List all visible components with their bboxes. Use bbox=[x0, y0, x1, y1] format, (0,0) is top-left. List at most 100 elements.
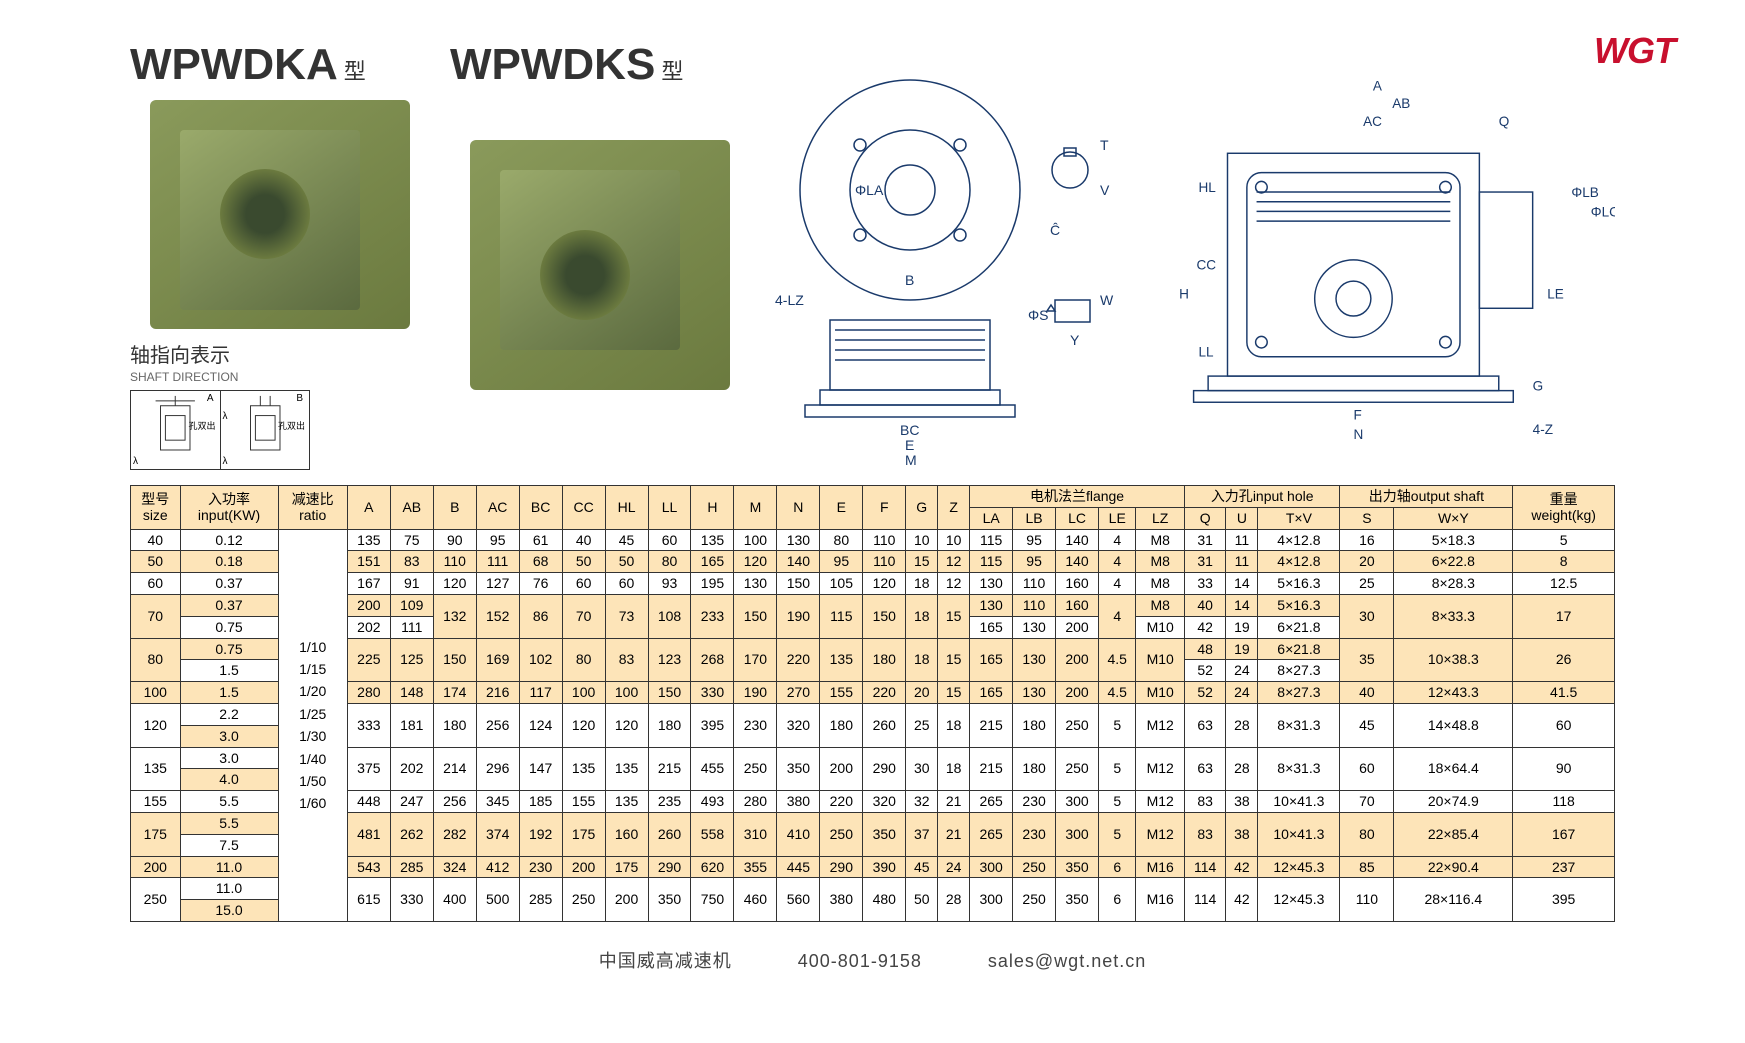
table-cell: 395 bbox=[1513, 878, 1615, 922]
table-cell: M8 bbox=[1136, 529, 1184, 551]
dim-y: Y bbox=[1070, 332, 1080, 348]
table-cell: 95 bbox=[476, 529, 519, 551]
table-cell: 151 bbox=[347, 551, 390, 573]
dim-hl: HL bbox=[1198, 180, 1216, 195]
table-cell: 180 bbox=[1013, 703, 1056, 747]
table-cell: 60 bbox=[1513, 703, 1615, 747]
model-s: WPWDKS bbox=[450, 40, 655, 89]
table-cell: 250 bbox=[1013, 856, 1056, 878]
colgroup-flange: 电机法兰flange bbox=[970, 486, 1185, 508]
table-cell: 93 bbox=[648, 573, 691, 595]
table-cell: 85 bbox=[1340, 856, 1394, 878]
table-cell: M12 bbox=[1136, 747, 1184, 791]
table-cell: 10×41.3 bbox=[1258, 812, 1340, 856]
table-cell: 5.5 bbox=[180, 812, 278, 834]
table-cell: 52 bbox=[1184, 660, 1226, 682]
table-cell: 250 bbox=[1013, 878, 1056, 922]
shaft-cell-a: A 孔双出 λ bbox=[131, 391, 221, 469]
table-cell: 200 bbox=[820, 747, 863, 791]
table-cell: 225 bbox=[347, 638, 390, 682]
table-cell: 558 bbox=[691, 812, 734, 856]
type-suffix-s: 型 bbox=[661, 59, 683, 84]
table-cell: 15 bbox=[906, 551, 938, 573]
col-AB: AB bbox=[390, 486, 433, 530]
table-cell: 111 bbox=[476, 551, 519, 573]
col-WY: W×Y bbox=[1394, 507, 1513, 529]
table-cell: 135 bbox=[820, 638, 863, 682]
table-cell: 8×31.3 bbox=[1258, 703, 1340, 747]
table-cell: 140 bbox=[1056, 529, 1099, 551]
col-U: U bbox=[1226, 507, 1258, 529]
table-cell: 63 bbox=[1184, 703, 1226, 747]
table-cell: 412 bbox=[476, 856, 519, 878]
col-Q: Q bbox=[1184, 507, 1226, 529]
table-cell: 200 bbox=[562, 856, 605, 878]
table-cell: 38 bbox=[1226, 812, 1258, 856]
dim-phi-lc: ΦLC bbox=[1591, 204, 1615, 219]
dim-b: B bbox=[905, 272, 914, 288]
table-cell: 110 bbox=[1340, 878, 1394, 922]
table-cell: 18 bbox=[906, 638, 938, 682]
table-cell: 14 bbox=[1226, 573, 1258, 595]
table-cell: 80 bbox=[562, 638, 605, 682]
table-cell: 15.0 bbox=[180, 900, 278, 922]
table-cell: 0.37 bbox=[180, 594, 278, 616]
table-cell: 8×28.3 bbox=[1394, 573, 1513, 595]
table-cell: 5 bbox=[1099, 812, 1136, 856]
table-cell: 11 bbox=[1226, 529, 1258, 551]
table-cell: 250 bbox=[131, 878, 181, 922]
front-schematic-svg: ΦLA T V Ĉ B 4-LZ ΦS W Y BC E M bbox=[750, 40, 1130, 470]
table-cell: 0.18 bbox=[180, 551, 278, 573]
table-row: 400.121/101/151/201/251/301/401/501/6013… bbox=[131, 529, 1615, 551]
table-cell: 380 bbox=[820, 878, 863, 922]
table-cell: 38 bbox=[1226, 791, 1258, 813]
table-cell: 2.2 bbox=[180, 703, 278, 725]
table-cell: 135 bbox=[605, 747, 648, 791]
table-cell: 175 bbox=[562, 812, 605, 856]
table-cell: M16 bbox=[1136, 878, 1184, 922]
col-M: M bbox=[734, 486, 777, 530]
table-row: 600.371679112012776606093195130150105120… bbox=[131, 573, 1615, 595]
table-cell: 250 bbox=[734, 747, 777, 791]
table-cell: 10×41.3 bbox=[1258, 791, 1340, 813]
table-cell: 290 bbox=[863, 747, 906, 791]
table-cell: 150 bbox=[777, 573, 820, 595]
table-cell: 460 bbox=[734, 878, 777, 922]
dim-phi-s: ΦS bbox=[1028, 307, 1049, 323]
table-cell: 111 bbox=[390, 616, 433, 638]
table-cell: 410 bbox=[777, 812, 820, 856]
col-E: E bbox=[820, 486, 863, 530]
table-cell: 300 bbox=[1056, 812, 1099, 856]
table-cell: 5 bbox=[1099, 747, 1136, 791]
table-cell: 165 bbox=[970, 616, 1013, 638]
table-cell: 167 bbox=[1513, 812, 1615, 856]
table-cell: 250 bbox=[562, 878, 605, 922]
table-cell: 18 bbox=[938, 747, 970, 791]
table-cell: 195 bbox=[691, 573, 734, 595]
table-row: 500.181518311011168505080165120140951101… bbox=[131, 551, 1615, 573]
col-LZ: LZ bbox=[1136, 507, 1184, 529]
dim-ac: AC bbox=[1363, 114, 1382, 129]
col-ratio: 减速比ratio bbox=[278, 486, 347, 530]
table-cell: 250 bbox=[820, 812, 863, 856]
table-cell: 615 bbox=[347, 878, 390, 922]
table-cell: 40 bbox=[562, 529, 605, 551]
table-cell: 1.5 bbox=[180, 682, 278, 704]
shaft-label-en: SHAFT DIRECTION bbox=[130, 370, 430, 384]
col-B: B bbox=[433, 486, 476, 530]
table-cell: 45 bbox=[906, 856, 938, 878]
table-cell: 350 bbox=[863, 812, 906, 856]
table-cell: 120 bbox=[734, 551, 777, 573]
table-cell: 170 bbox=[734, 638, 777, 682]
table-cell: 445 bbox=[777, 856, 820, 878]
spec-table: 型号size 入功率input(KW) 减速比ratio A AB B AC B… bbox=[130, 485, 1615, 922]
table-cell: 214 bbox=[433, 747, 476, 791]
table-cell: 40 bbox=[1340, 682, 1394, 704]
table-cell: 8 bbox=[1513, 551, 1615, 573]
table-cell: 124 bbox=[519, 703, 562, 747]
table-cell: 15 bbox=[938, 682, 970, 704]
product-image-a bbox=[150, 100, 410, 329]
table-cell: 130 bbox=[1013, 682, 1056, 704]
table-cell: 135 bbox=[605, 791, 648, 813]
dim-g: G bbox=[1533, 379, 1544, 394]
